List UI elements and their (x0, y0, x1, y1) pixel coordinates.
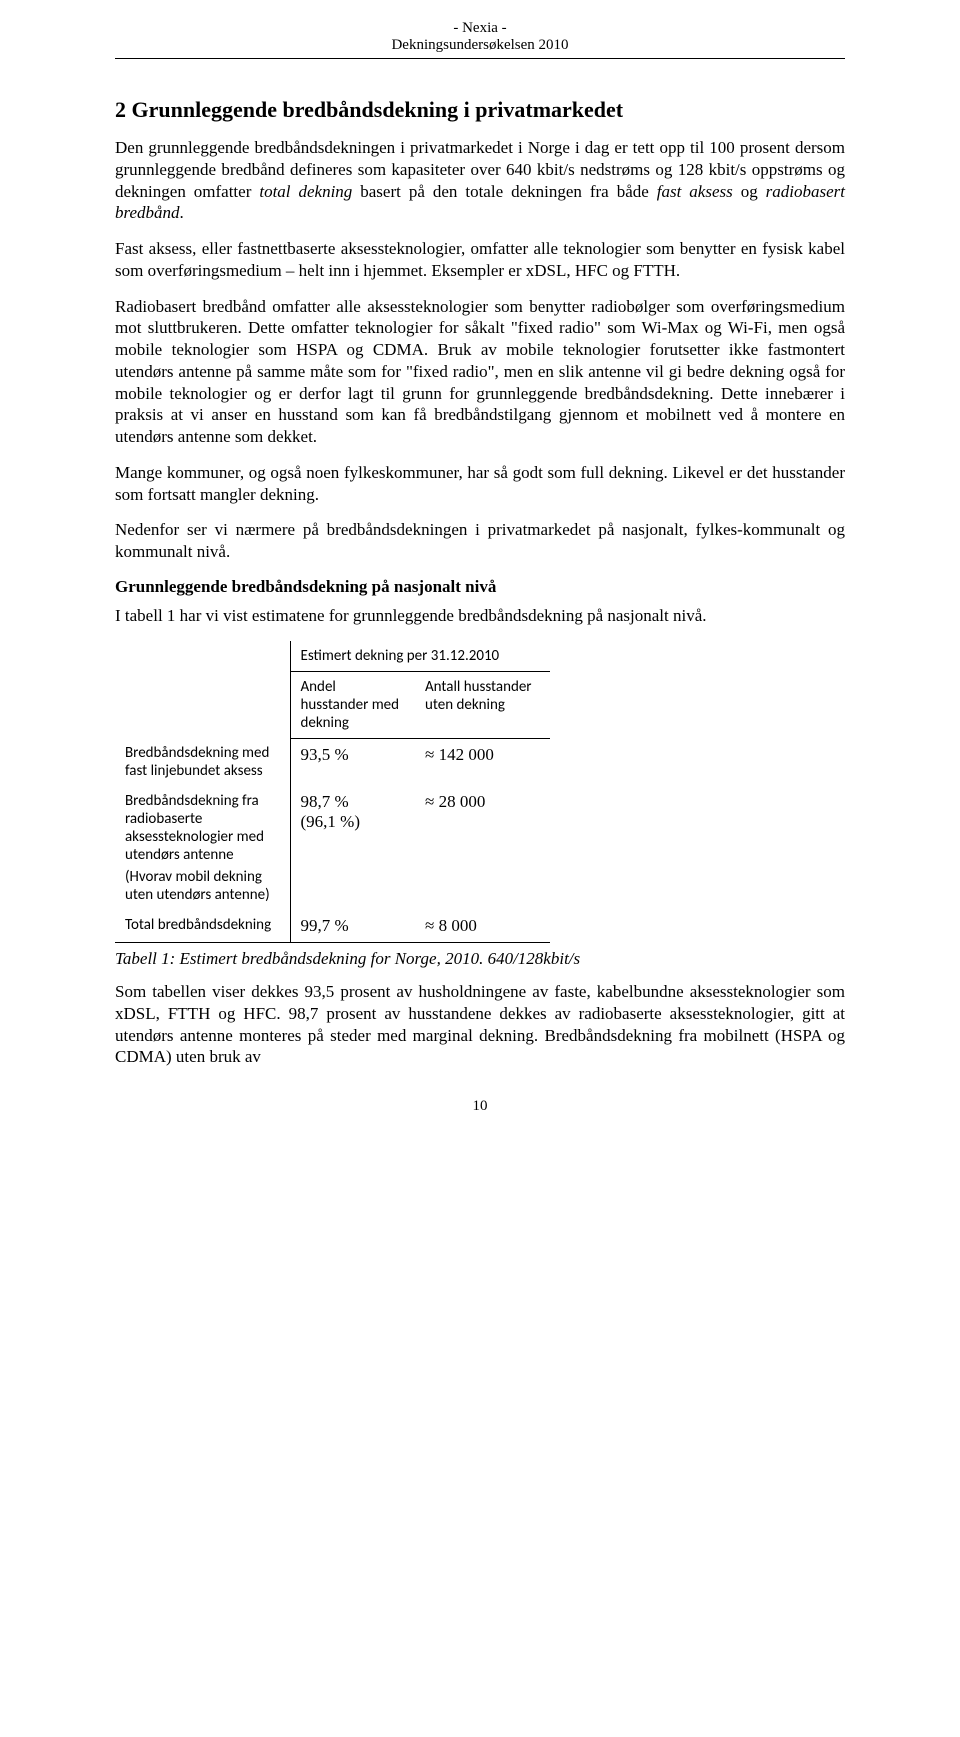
estimates-table: Estimert dekning per 31.12.2010 Andel hu… (115, 641, 550, 944)
p1-italic-1: total dekning (259, 182, 352, 201)
page: - Nexia - Dekningsundersøkelsen 2010 2 G… (0, 0, 960, 1155)
p1-post: . (180, 203, 184, 222)
table-row-label: Total bredbåndsdekning (115, 910, 290, 943)
p1-italic-2: fast aksess (657, 182, 733, 201)
paragraph-3: Radiobasert bredbånd omfatter alle akses… (115, 296, 845, 448)
table-cell: 98,7 % (96,1 %) (290, 786, 415, 910)
table-row-label-sub: (Hvorav mobil dekning uten utendørs ante… (115, 866, 290, 910)
section-title: 2 Grunnleggende bredbåndsdekning i priva… (115, 97, 845, 123)
table-col-header-2: Antall husstander uten dekning (415, 671, 550, 738)
table-empty-corner (115, 641, 290, 739)
header-line-2: Dekningsundersøkelsen 2010 (115, 37, 845, 54)
table-row: Estimert dekning per 31.12.2010 (115, 641, 550, 672)
table-cell: ≈ 28 000 (415, 786, 550, 910)
subheading: Grunnleggende bredbåndsdekning på nasjon… (115, 577, 845, 597)
paragraph-5: Nedenfor ser vi nærmere på bredbåndsdekn… (115, 519, 845, 563)
table-row: Bredbåndsdekning med fast linjebundet ak… (115, 738, 550, 786)
table-row: Total bredbåndsdekning 99,7 % ≈ 8 000 (115, 910, 550, 943)
paragraph-6: I tabell 1 har vi vist estimatene for gr… (115, 605, 845, 627)
paragraph-2: Fast aksess, eller fastnettbaserte akses… (115, 238, 845, 282)
table-cell: 93,5 % (290, 738, 415, 786)
table-span-header: Estimert dekning per 31.12.2010 (290, 641, 550, 672)
table-caption: Tabell 1: Estimert bredbåndsdekning for … (115, 949, 845, 969)
table-cell: ≈ 8 000 (415, 910, 550, 943)
p1-mid2: og (733, 182, 766, 201)
p1-mid: basert på den totale dekningen fra både (352, 182, 656, 201)
table-row-label: Bredbåndsdekning med fast linjebundet ak… (115, 738, 290, 786)
paragraph-7: Som tabellen viser dekkes 93,5 prosent a… (115, 981, 845, 1068)
header-line-1: - Nexia - (115, 20, 845, 37)
page-header: - Nexia - Dekningsundersøkelsen 2010 (115, 20, 845, 54)
paragraph-1: Den grunnleggende bredbåndsdekningen i p… (115, 137, 845, 224)
table-cell: ≈ 142 000 (415, 738, 550, 786)
paragraph-4: Mange kommuner, og også noen fylkeskommu… (115, 462, 845, 506)
table-cell: 99,7 % (290, 910, 415, 943)
table-col-header-1: Andel husstander med dekning (290, 671, 415, 738)
page-number: 10 (115, 1098, 845, 1115)
header-rule (115, 58, 845, 59)
table-row-label: Bredbåndsdekning fra radiobaserte aksess… (115, 786, 290, 866)
table-row: Bredbåndsdekning fra radiobaserte aksess… (115, 786, 550, 866)
